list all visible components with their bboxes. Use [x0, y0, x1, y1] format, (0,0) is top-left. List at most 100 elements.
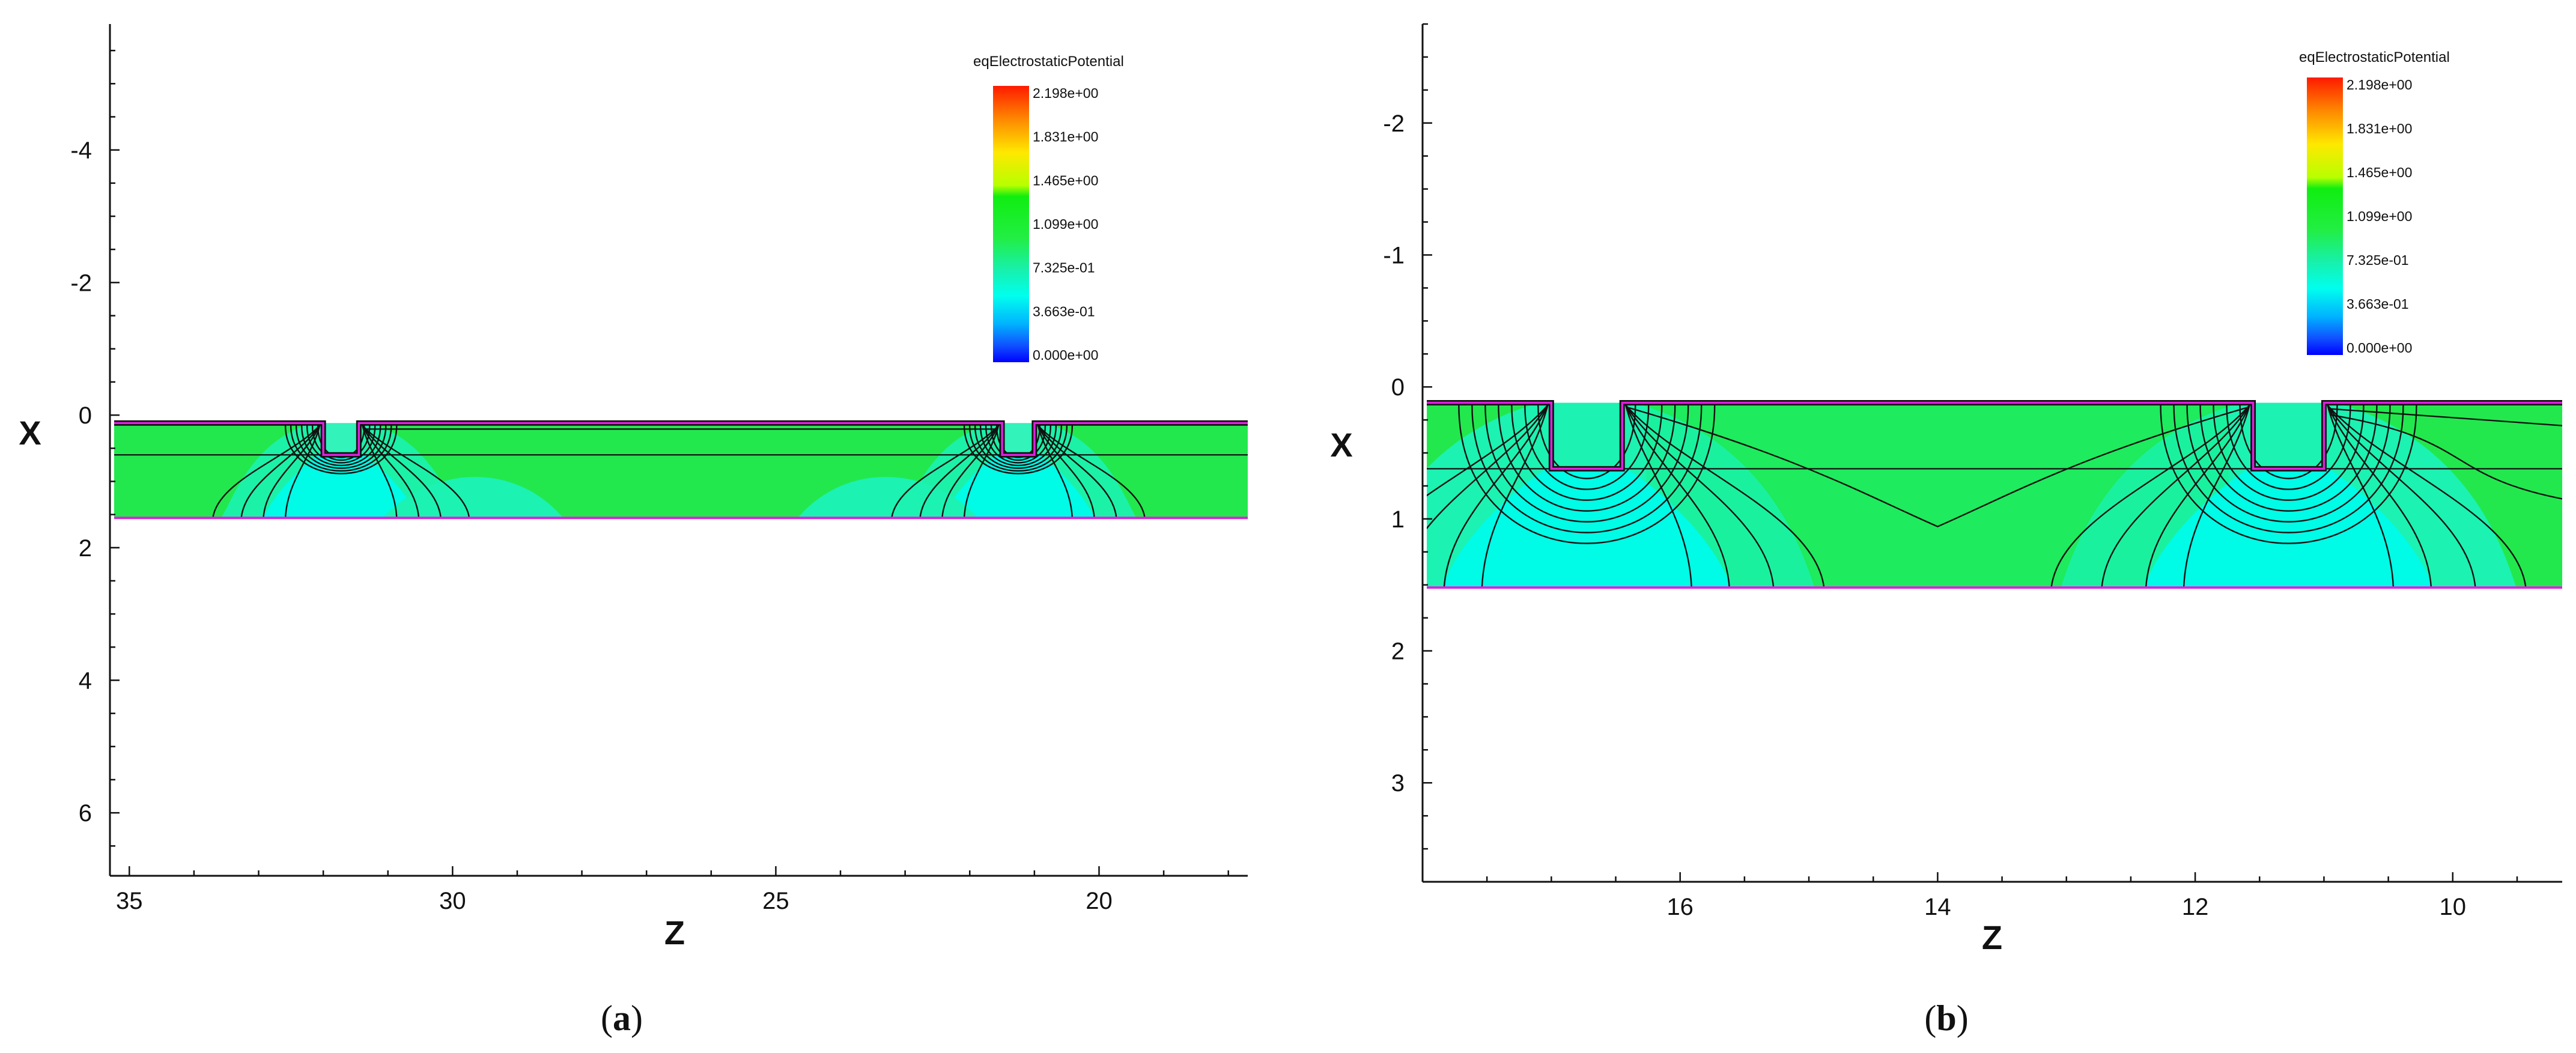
a-contour-lines [212, 425, 1146, 518]
a-colorbar-labels: 2.198e+00 1.831e+00 1.465e+00 1.099e+00 7.32… [1033, 85, 1098, 363]
b-potential-core-2 [2145, 469, 2432, 588]
b-x-ticks: 16 14 12 10 [1421, 872, 2518, 920]
x-tick-label: 10 [2440, 894, 2467, 920]
contour-line [362, 425, 420, 518]
contour-line [963, 425, 1000, 518]
colorbar-label: 1.831e+00 [1033, 129, 1098, 145]
contour-line [2330, 408, 2562, 426]
colorbar-label: 7.325e-01 [2347, 252, 2409, 268]
contour-line [1625, 404, 1775, 588]
x-tick-label: 12 [2182, 894, 2209, 920]
x-tick-label: 35 [116, 888, 143, 914]
b-x-axis-title: Z [1982, 918, 2002, 956]
contour-line [1537, 405, 1636, 479]
colorbar-label: 1.465e+00 [1033, 172, 1098, 188]
y-tick-label: 0 [1391, 374, 1405, 401]
contour-line [1037, 425, 1117, 518]
b-y-axis-title: X [1330, 426, 1352, 464]
contour-line [1481, 405, 1549, 588]
x-tick-label: 30 [439, 888, 466, 914]
contour-line [2327, 404, 2476, 588]
colorbar-label: 3.663e-01 [1033, 303, 1095, 319]
contour-line [2327, 404, 2527, 588]
contour-line [300, 425, 381, 467]
b-potential-core-1 [1443, 469, 1731, 588]
contour-line [295, 425, 387, 469]
contour-line [2330, 414, 2562, 500]
colorbar-label: 2.198e+00 [1033, 85, 1098, 101]
colorbar-label: 2.198e+00 [2347, 77, 2412, 93]
colorbar-label: 1.465e+00 [2347, 165, 2412, 180]
y-tick-label: 6 [79, 800, 92, 827]
b-contour-lines [1427, 404, 2562, 588]
b-panel-caption: (b) [1924, 998, 1968, 1038]
b-y-ticks: -2 -1 0 1 2 3 [1383, 23, 1432, 883]
b-colorbar-gradient [2307, 77, 2343, 355]
colorbar-label: 1.831e+00 [2347, 121, 2412, 136]
y-tick-label: 0 [79, 402, 92, 429]
y-tick-label: 2 [1391, 639, 1405, 665]
colorbar-label: 7.325e-01 [1033, 260, 1095, 276]
a-x-ticks: 35 30 25 20 [116, 866, 1229, 914]
b-device-cross-section [1427, 400, 2562, 589]
x-tick-label: 16 [1666, 894, 1694, 920]
contour-line [2199, 405, 2378, 512]
contour-line [891, 425, 999, 518]
contour-line [362, 425, 470, 518]
y-tick-label: -2 [70, 270, 92, 296]
contour-line [1625, 404, 1825, 588]
contour-line [979, 425, 1057, 467]
b-colorbar-labels: 2.198e+00 1.831e+00 1.465e+00 1.099e+00 7.32… [2347, 77, 2412, 356]
y-tick-label: -4 [70, 138, 92, 164]
contour-line [1625, 405, 1692, 588]
contour-line [1037, 425, 1074, 518]
a-device-cross-section [114, 420, 1248, 520]
contour-line [2186, 405, 2391, 523]
contour-line [2145, 405, 2250, 588]
contour-line [212, 425, 321, 518]
a-panel-caption: (a) [601, 998, 643, 1038]
contour-line [290, 425, 392, 472]
contour-line [362, 425, 442, 518]
y-tick-label: 4 [79, 667, 92, 694]
contour-line [2101, 404, 2250, 588]
a-potential-core-2 [942, 455, 1095, 518]
contour-line [1484, 405, 1689, 523]
contour-line [1427, 404, 1549, 497]
a-colorbar-gradient [993, 86, 1029, 362]
contour-line [263, 425, 321, 518]
a-potential-core-1 [263, 455, 419, 518]
contour-line [1625, 405, 1730, 588]
a-colorbar-legend: eqElectrostaticPotential 2.198e+00 1.831e… [973, 53, 1124, 363]
contour-line [1037, 425, 1146, 518]
a-potential-wing-right [798, 477, 979, 518]
b-potential-region-mid [1646, 406, 2229, 588]
contour-line [968, 425, 1068, 472]
contour-line [2160, 405, 2417, 544]
b-colorbar-legend: eqElectrostaticPotential 2.198e+00 1.831e… [2299, 49, 2450, 356]
b-colorbar-title: eqElectrostaticPotential [2299, 49, 2450, 65]
x-tick-label: 20 [1086, 888, 1113, 914]
y-tick-label: 1 [1391, 506, 1405, 533]
colorbar-label: 0.000e+00 [2347, 340, 2412, 356]
x-tick-label: 14 [1924, 894, 1951, 920]
x-tick-label: 25 [762, 888, 789, 914]
contour-line [1627, 407, 2247, 527]
b-surface-outline-magenta [1427, 401, 2562, 470]
contour-line [1458, 405, 1716, 544]
colorbar-label: 0.000e+00 [1033, 347, 1098, 363]
a-colorbar-title: eqElectrostaticPotential [973, 53, 1124, 70]
y-tick-label: 3 [1391, 770, 1405, 797]
a-potential-wing-left [383, 477, 564, 518]
contour-line [2239, 405, 2338, 479]
contour-line [1524, 405, 1650, 490]
contour-line [2050, 404, 2250, 588]
contour-line [1498, 405, 1676, 512]
contour-line [1037, 425, 1095, 518]
colorbar-label: 1.099e+00 [2347, 208, 2412, 224]
contour-line [362, 425, 398, 518]
panel-a: -4 -2 0 2 4 6 35 30 25 20 X Z eqElectrostaticPot… [19, 24, 1248, 1038]
